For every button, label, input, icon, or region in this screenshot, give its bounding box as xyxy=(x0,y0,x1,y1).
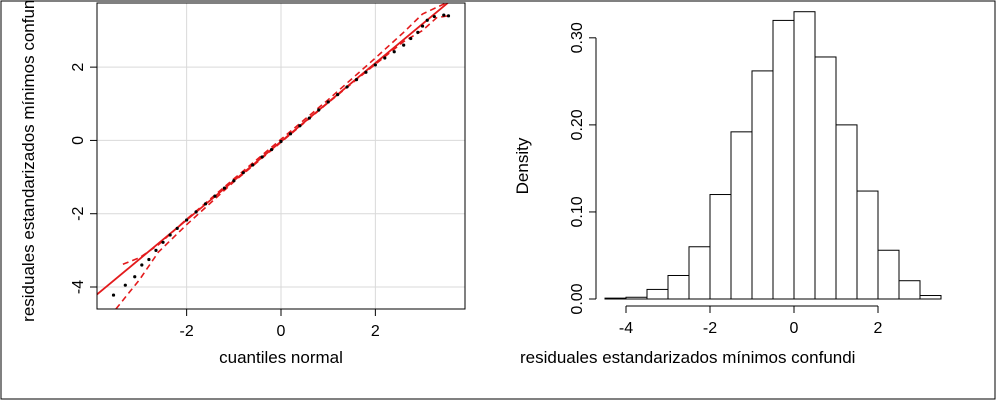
qq-point xyxy=(154,248,158,252)
qq-points xyxy=(111,13,451,297)
qq-point xyxy=(392,50,396,54)
qq-point xyxy=(326,100,330,104)
histogram-x-axis-label: residuales estandarizados mínimos confun… xyxy=(520,348,855,367)
histogram-bar xyxy=(814,56,837,300)
qq-y-tick-label: 0 xyxy=(70,136,87,145)
qq-point xyxy=(111,293,116,297)
qq-y-tick-label: -2 xyxy=(70,207,87,221)
qq-point xyxy=(175,226,179,230)
histogram-bar xyxy=(877,249,900,300)
qq-point xyxy=(373,63,377,67)
qq-point xyxy=(147,257,151,262)
histogram-bar xyxy=(898,280,921,300)
qq-point xyxy=(232,179,236,183)
qq-x-tick-label: 0 xyxy=(277,323,286,340)
qq-point xyxy=(420,24,425,28)
qq-point xyxy=(354,77,359,82)
histogram-y-tick-label: 0.30 xyxy=(569,22,586,53)
qq-y-tick-label: -4 xyxy=(70,280,87,294)
qq-x-tick-label: 2 xyxy=(371,323,380,340)
qq-point xyxy=(345,85,349,89)
qq-point xyxy=(269,147,274,152)
qq-point xyxy=(213,194,217,198)
qq-point xyxy=(307,116,311,120)
qq-point xyxy=(222,186,226,190)
qq-x-axis-label: cuantiles normal xyxy=(219,348,343,367)
qq-point xyxy=(432,14,436,19)
histogram-bar xyxy=(835,124,858,300)
histogram-x-tick-label: 0 xyxy=(790,320,799,337)
qq-point xyxy=(425,18,429,22)
histogram-y-axis: 0.00 0.10 0.20 0.30 xyxy=(569,22,597,315)
histogram-bar xyxy=(730,131,753,300)
qq-point xyxy=(409,36,413,41)
qq-point xyxy=(203,202,208,206)
histogram-bar xyxy=(604,297,627,300)
qq-point xyxy=(383,56,387,60)
histogram-bar xyxy=(688,246,711,300)
histogram-x-axis: -4 -2 0 2 xyxy=(619,305,883,337)
qq-x-tick-label: -2 xyxy=(180,323,194,340)
qq-y-axis: -4 -2 0 2 xyxy=(70,63,97,294)
histogram-bar xyxy=(625,296,648,300)
qq-point xyxy=(446,14,451,18)
histogram-x-tick-label: -4 xyxy=(619,320,633,337)
qq-envelope-lower-line xyxy=(115,15,449,309)
qq-point xyxy=(288,132,293,136)
qq-point xyxy=(251,163,255,167)
qq-point xyxy=(336,93,340,97)
histogram-x-tick-label: 2 xyxy=(874,320,883,337)
qq-y-axis-label: residuales estandarizados mínimos confun… xyxy=(19,0,38,322)
qq-point xyxy=(133,275,137,279)
qq-x-axis: -2 0 2 xyxy=(180,309,380,340)
qq-point xyxy=(123,283,127,287)
qq-point xyxy=(298,124,302,128)
histogram-bar xyxy=(751,70,774,300)
qq-point xyxy=(442,13,446,17)
qq-point xyxy=(416,30,420,34)
qq-point xyxy=(402,43,406,47)
histogram-y-axis-label: Density xyxy=(513,137,532,194)
histogram-bar xyxy=(772,19,795,300)
qq-y-tick-label: 2 xyxy=(70,63,87,72)
histogram-y-tick-label: 0.20 xyxy=(569,109,586,140)
histogram-bar xyxy=(667,274,690,300)
qq-point xyxy=(364,70,368,74)
histogram-bar xyxy=(793,11,816,300)
qq-point xyxy=(317,108,321,112)
histogram-bars xyxy=(604,11,942,300)
histogram-y-tick-label: 0.00 xyxy=(569,283,586,314)
qq-point xyxy=(260,155,264,159)
histogram-y-tick-label: 0.10 xyxy=(569,196,586,227)
histogram-bar xyxy=(856,190,879,300)
qq-point xyxy=(194,210,198,214)
histogram-x-tick-label: -2 xyxy=(703,320,717,337)
qq-point xyxy=(140,263,144,267)
qq-point xyxy=(168,233,172,237)
histogram-panel: -4 -2 0 2 0.00 0.10 0.20 0.30 residuales estan… xyxy=(513,11,942,367)
histogram-bar xyxy=(709,194,732,300)
qq-point xyxy=(241,171,245,175)
qq-point xyxy=(161,240,165,244)
qq-point xyxy=(185,218,189,222)
histogram-bar xyxy=(919,295,942,300)
histogram-bar xyxy=(646,288,669,300)
qq-plot-panel: -2 0 2 -4 -2 0 2 cuantiles normal residuales … xyxy=(19,0,466,367)
qq-point xyxy=(279,139,283,144)
